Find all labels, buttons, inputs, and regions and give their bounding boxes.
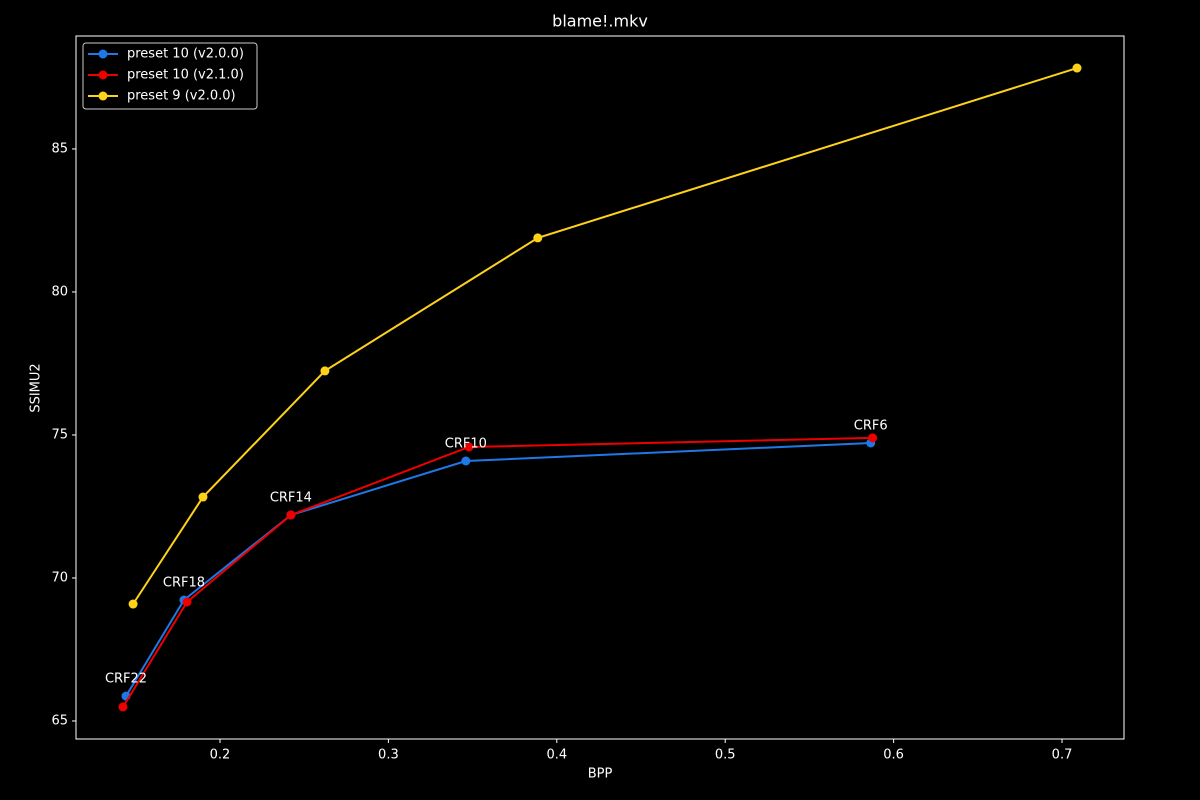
point-label: CRF10 [445,437,487,452]
point-label: CRF22 [105,672,147,687]
data-point [128,599,138,609]
point-label: CRF18 [163,576,205,591]
legend-marker [98,91,108,101]
data-point [182,597,192,607]
data-point [118,702,128,712]
y-tick-label: 70 [51,570,68,585]
legend-label: preset 10 (v2.1.0) [127,68,244,83]
data-point [1072,63,1082,73]
x-tick-label: 0.4 [546,748,567,763]
chart-title: blame!.mkv [552,12,648,31]
legend-marker [98,49,108,59]
x-tick-label: 0.2 [210,748,231,763]
legend-marker [98,70,108,80]
data-point [198,492,208,502]
legend-label: preset 10 (v2.0.0) [127,47,244,62]
y-tick-label: 75 [51,427,68,442]
data-point [533,233,543,243]
x-axis-label: BPP [588,767,613,782]
x-tick-label: 0.5 [715,748,736,763]
data-point [286,510,296,520]
y-axis-label: SSIMU2 [29,363,44,412]
x-tick-label: 0.7 [1052,748,1073,763]
legend-label: preset 9 (v2.0.0) [127,89,236,104]
point-label: CRF6 [854,418,888,433]
plot-frame [75,35,1125,740]
y-tick-label: 80 [51,284,68,299]
data-point [464,442,474,452]
point-label: CRF14 [270,491,312,506]
y-tick-label: 65 [51,713,68,728]
data-point [320,366,330,376]
y-tick-label: 85 [51,141,68,156]
legend-box [82,42,258,110]
data-point [868,433,878,443]
x-tick-label: 0.6 [883,748,904,763]
data-point [461,456,471,466]
x-tick-label: 0.3 [378,748,399,763]
